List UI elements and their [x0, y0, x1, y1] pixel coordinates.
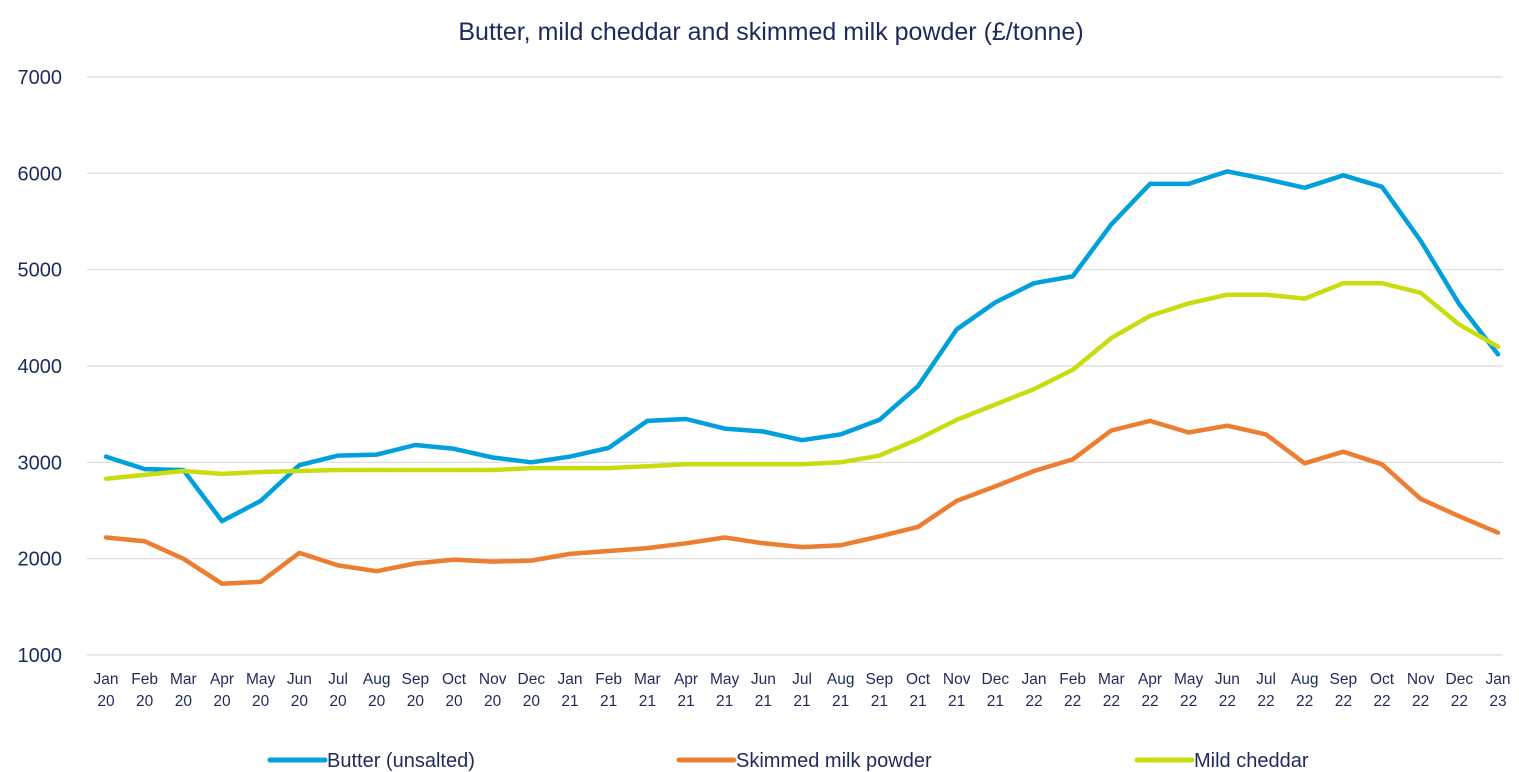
x-tick-label-month: Nov — [943, 671, 971, 688]
x-tick-label-year: 20 — [136, 693, 154, 710]
x-tick-label-year: 20 — [329, 693, 347, 710]
x-tick-label-month: Dec — [518, 671, 546, 688]
y-axis-ticks: 1000 2000 3000 4000 5000 6000 7000 — [18, 67, 63, 667]
x-tick-label-month: Aug — [827, 671, 855, 688]
chart-title: Butter, mild cheddar and skimmed milk po… — [458, 18, 1083, 46]
x-tick-label-month: Feb — [595, 671, 622, 688]
x-tick-label-month: Apr — [1138, 671, 1162, 688]
x-tick-label-year: 21 — [716, 693, 733, 710]
x-tick-label-year: 22 — [1141, 693, 1158, 710]
x-tick-label-month: Dec — [1446, 671, 1474, 688]
x-tick-label-month: Feb — [1059, 671, 1086, 688]
x-tick-label-year: 21 — [871, 693, 888, 710]
x-tick-label-month: Jun — [287, 671, 312, 688]
y-tick-label: 5000 — [18, 260, 63, 282]
x-tick-label-year: 20 — [523, 693, 541, 710]
x-tick-label-year: 21 — [677, 693, 694, 710]
x-tick-label-year: 22 — [1451, 693, 1468, 710]
x-tick-label-month: Jun — [751, 671, 776, 688]
x-tick-label-year: 21 — [639, 693, 656, 710]
x-tick-label-month: May — [710, 671, 740, 688]
x-tick-label-month: Jun — [1215, 671, 1240, 688]
x-tick-label-month: Feb — [131, 671, 158, 688]
x-tick-label-year: 20 — [97, 693, 115, 710]
x-tick-label-year: 22 — [1335, 693, 1352, 710]
x-axis-ticks: Jan 20 Feb 20 Mar 20 Apr 20 May 20 Jun 20 Jul 20 Aug 20… — [94, 671, 1511, 710]
x-tick-label-month: May — [1174, 671, 1204, 688]
y-tick-label: 3000 — [18, 452, 63, 474]
x-tick-label-year: 21 — [755, 693, 772, 710]
series-lines — [106, 171, 1498, 584]
x-tick-label-year: 21 — [793, 693, 810, 710]
x-tick-label-month: Oct — [906, 671, 931, 688]
x-tick-label-year: 20 — [368, 693, 386, 710]
y-tick-label: 1000 — [18, 645, 63, 667]
x-tick-label-month: Jan — [94, 671, 119, 688]
x-tick-label-year: 21 — [987, 693, 1004, 710]
legend: Butter (unsalted) Skimmed milk powder Mild… — [270, 750, 1309, 772]
x-tick-label-month: Jan — [1486, 671, 1511, 688]
x-tick-label-month: Jan — [558, 671, 583, 688]
x-tick-label-month: Jul — [328, 671, 348, 688]
x-tick-label-month: Aug — [363, 671, 391, 688]
x-tick-label-year: 21 — [832, 693, 849, 710]
x-tick-label-month: Oct — [1370, 671, 1395, 688]
x-tick-label-year: 21 — [948, 693, 965, 710]
x-tick-label-year: 20 — [445, 693, 463, 710]
x-tick-label-month: Apr — [210, 671, 234, 688]
y-tick-label: 7000 — [18, 67, 63, 89]
y-tick-label: 2000 — [18, 549, 63, 571]
x-tick-label-month: Jan — [1022, 671, 1047, 688]
x-tick-label-year: 22 — [1180, 693, 1197, 710]
series-line-1 — [106, 421, 1498, 584]
x-tick-label-year: 21 — [561, 693, 578, 710]
x-tick-label-month: Sep — [402, 671, 430, 688]
legend-label-1: Skimmed milk powder — [736, 750, 932, 772]
x-tick-label-month: Mar — [1098, 671, 1125, 688]
gridlines — [87, 77, 1503, 655]
x-tick-label-year: 20 — [252, 693, 270, 710]
x-tick-label-year: 23 — [1489, 693, 1506, 710]
x-tick-label-year: 22 — [1412, 693, 1429, 710]
x-tick-label-month: Sep — [1330, 671, 1358, 688]
y-tick-label: 6000 — [18, 163, 63, 185]
x-tick-label-month: Oct — [442, 671, 467, 688]
x-tick-label-year: 20 — [213, 693, 231, 710]
x-tick-label-year: 20 — [484, 693, 502, 710]
x-tick-label-month: Mar — [634, 671, 661, 688]
x-tick-label-month: Mar — [170, 671, 197, 688]
x-tick-label-year: 22 — [1296, 693, 1313, 710]
x-tick-label-year: 20 — [175, 693, 193, 710]
legend-label-2: Mild cheddar — [1194, 750, 1309, 772]
y-tick-label: 4000 — [18, 356, 63, 378]
x-tick-label-month: Jul — [1256, 671, 1276, 688]
x-tick-label-year: 22 — [1373, 693, 1390, 710]
x-tick-label-month: Jul — [792, 671, 812, 688]
x-tick-label-year: 22 — [1219, 693, 1236, 710]
x-tick-label-year: 22 — [1064, 693, 1081, 710]
x-tick-label-year: 22 — [1257, 693, 1274, 710]
x-tick-label-month: Sep — [866, 671, 894, 688]
x-tick-label-month: Dec — [982, 671, 1010, 688]
x-tick-label-year: 21 — [600, 693, 617, 710]
x-tick-label-month: Aug — [1291, 671, 1319, 688]
x-tick-label-year: 22 — [1103, 693, 1120, 710]
x-tick-label-year: 20 — [407, 693, 425, 710]
x-tick-label-month: Nov — [1407, 671, 1435, 688]
legend-label-0: Butter (unsalted) — [327, 750, 475, 772]
x-tick-label-year: 20 — [291, 693, 309, 710]
x-tick-label-year: 22 — [1025, 693, 1042, 710]
x-tick-label-year: 21 — [909, 693, 926, 710]
x-tick-label-month: Nov — [479, 671, 507, 688]
x-tick-label-month: May — [246, 671, 276, 688]
x-tick-label-month: Apr — [674, 671, 698, 688]
